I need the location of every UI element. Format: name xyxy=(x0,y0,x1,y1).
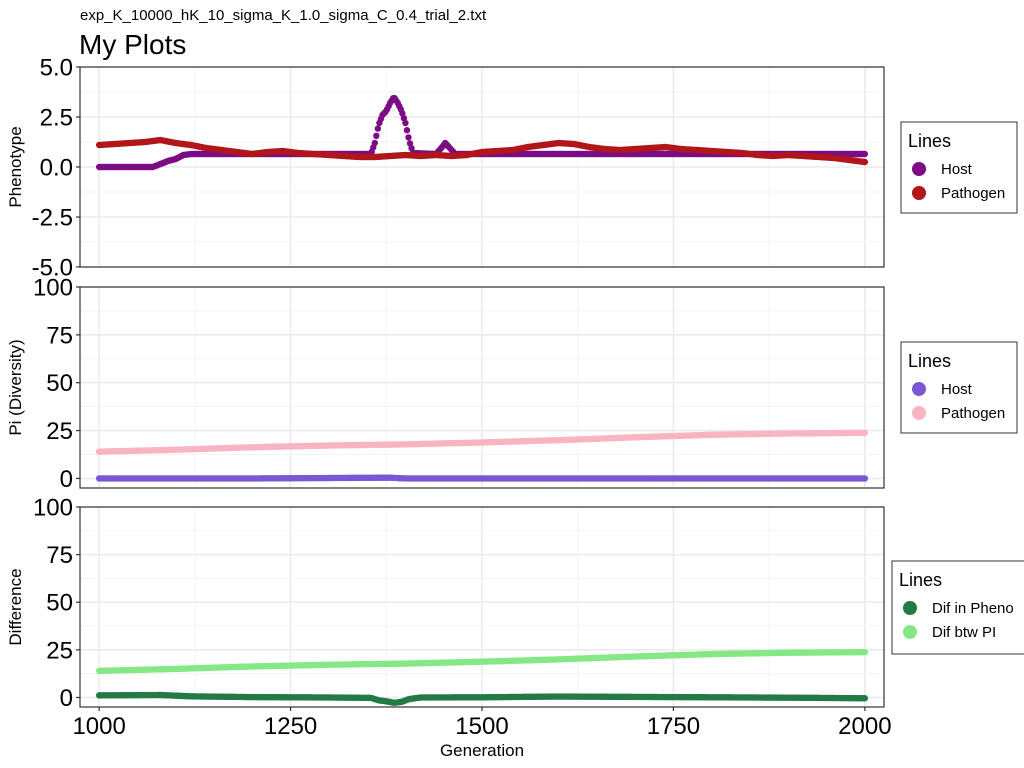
series-host xyxy=(95,474,869,482)
y-tick-label: 25 xyxy=(46,418,73,445)
y-tick-label: 0.0 xyxy=(40,155,73,182)
x-tick-label: 2000 xyxy=(838,713,891,740)
data-point xyxy=(374,125,382,132)
y-tick-label: -5.0 xyxy=(32,255,73,282)
y-axis: 0 25 50 75 100 xyxy=(33,495,80,712)
data-point xyxy=(861,695,869,702)
y-tick-label: 100 xyxy=(33,495,73,522)
legend: Lines Host Pathogen xyxy=(900,341,1018,434)
data-point xyxy=(400,115,408,122)
legend-label: Dif in Pheno xyxy=(932,600,1014,617)
data-point xyxy=(861,475,869,482)
panel-1: -5.0 -2.5 0.0 2.5 5.0 Phenotype Lines Host Patho… xyxy=(6,55,1018,282)
legend-key xyxy=(912,186,926,200)
data-point xyxy=(861,150,869,158)
y-tick-label: 2.5 xyxy=(40,105,73,132)
series-pathogen xyxy=(95,136,869,166)
data-point xyxy=(861,648,869,656)
legend-label: Host xyxy=(941,381,973,398)
y-tick-label: 5.0 xyxy=(40,55,73,82)
panel-border xyxy=(79,286,885,489)
x-axis: 1000 1250 1500 1750 2000 xyxy=(72,707,892,740)
legend-key xyxy=(903,601,917,615)
y-tick-label: 50 xyxy=(46,370,73,397)
x-tick-label: 1000 xyxy=(72,713,125,740)
data-point xyxy=(861,429,869,437)
legend-label: Dif btw PI xyxy=(932,624,996,641)
y-tick-label: 0 xyxy=(60,685,73,712)
data-point xyxy=(399,110,406,117)
y-tick-label: 50 xyxy=(46,590,73,617)
x-axis-label: Generation xyxy=(440,741,524,760)
legend-key xyxy=(903,625,917,639)
series-dif-in-pheno xyxy=(95,691,869,706)
x-tick-label: 1250 xyxy=(264,713,317,740)
y-tick-label: 75 xyxy=(46,322,73,349)
legend-key xyxy=(912,406,926,420)
legend-title: Lines xyxy=(899,570,942,590)
x-tick-label: 1750 xyxy=(647,713,700,740)
y-tick-label: 75 xyxy=(46,542,73,569)
legend-title: Lines xyxy=(908,351,951,371)
legend: Lines Dif in Pheno Dif btw PI xyxy=(891,560,1024,655)
y-axis: -5.0 -2.5 0.0 2.5 5.0 xyxy=(32,55,80,282)
y-tick-label: 0 xyxy=(60,466,73,493)
data-point xyxy=(408,145,415,152)
legend-title: Lines xyxy=(908,131,951,151)
data-point xyxy=(406,140,414,147)
legend-label: Pathogen xyxy=(941,405,1005,422)
y-tick-label: -2.5 xyxy=(32,205,73,232)
data-point xyxy=(403,127,411,134)
panel-2: 0 25 50 75 100 Pi (Diversity) Lines Host Pathoge… xyxy=(6,275,1018,493)
data-point xyxy=(405,134,412,141)
panels: -5.0 -2.5 0.0 2.5 5.0 Phenotype Lines Host Patho… xyxy=(6,55,1024,712)
data-point xyxy=(371,139,378,147)
y-axis-label: Difference xyxy=(6,568,25,645)
x-tick-label: 1500 xyxy=(455,713,508,740)
plot-title: My Plots xyxy=(79,29,186,60)
plot-subtitle: exp_K_10000_hK_10_sigma_K_1.0_sigma_C_0.… xyxy=(80,7,487,24)
data-point xyxy=(402,119,409,127)
legend-key xyxy=(912,162,926,176)
panel-3: 0 25 50 75 100 Difference Lines Dif in Pheno Dif… xyxy=(6,495,1024,712)
y-axis-label: Phenotype xyxy=(6,126,25,207)
data-point xyxy=(373,132,380,139)
legend-key xyxy=(912,382,926,396)
legend: Lines Host Pathogen xyxy=(900,121,1018,214)
y-tick-label: 100 xyxy=(33,275,73,302)
y-axis-label: Pi (Diversity) xyxy=(6,339,25,435)
data-point xyxy=(861,158,869,166)
y-axis: 0 25 50 75 100 xyxy=(33,275,80,493)
legend-label: Pathogen xyxy=(941,185,1005,202)
series-dif-btw-pi xyxy=(95,648,869,675)
legend-label: Host xyxy=(941,161,973,178)
series-pathogen xyxy=(95,429,869,455)
y-tick-label: 25 xyxy=(46,637,73,664)
